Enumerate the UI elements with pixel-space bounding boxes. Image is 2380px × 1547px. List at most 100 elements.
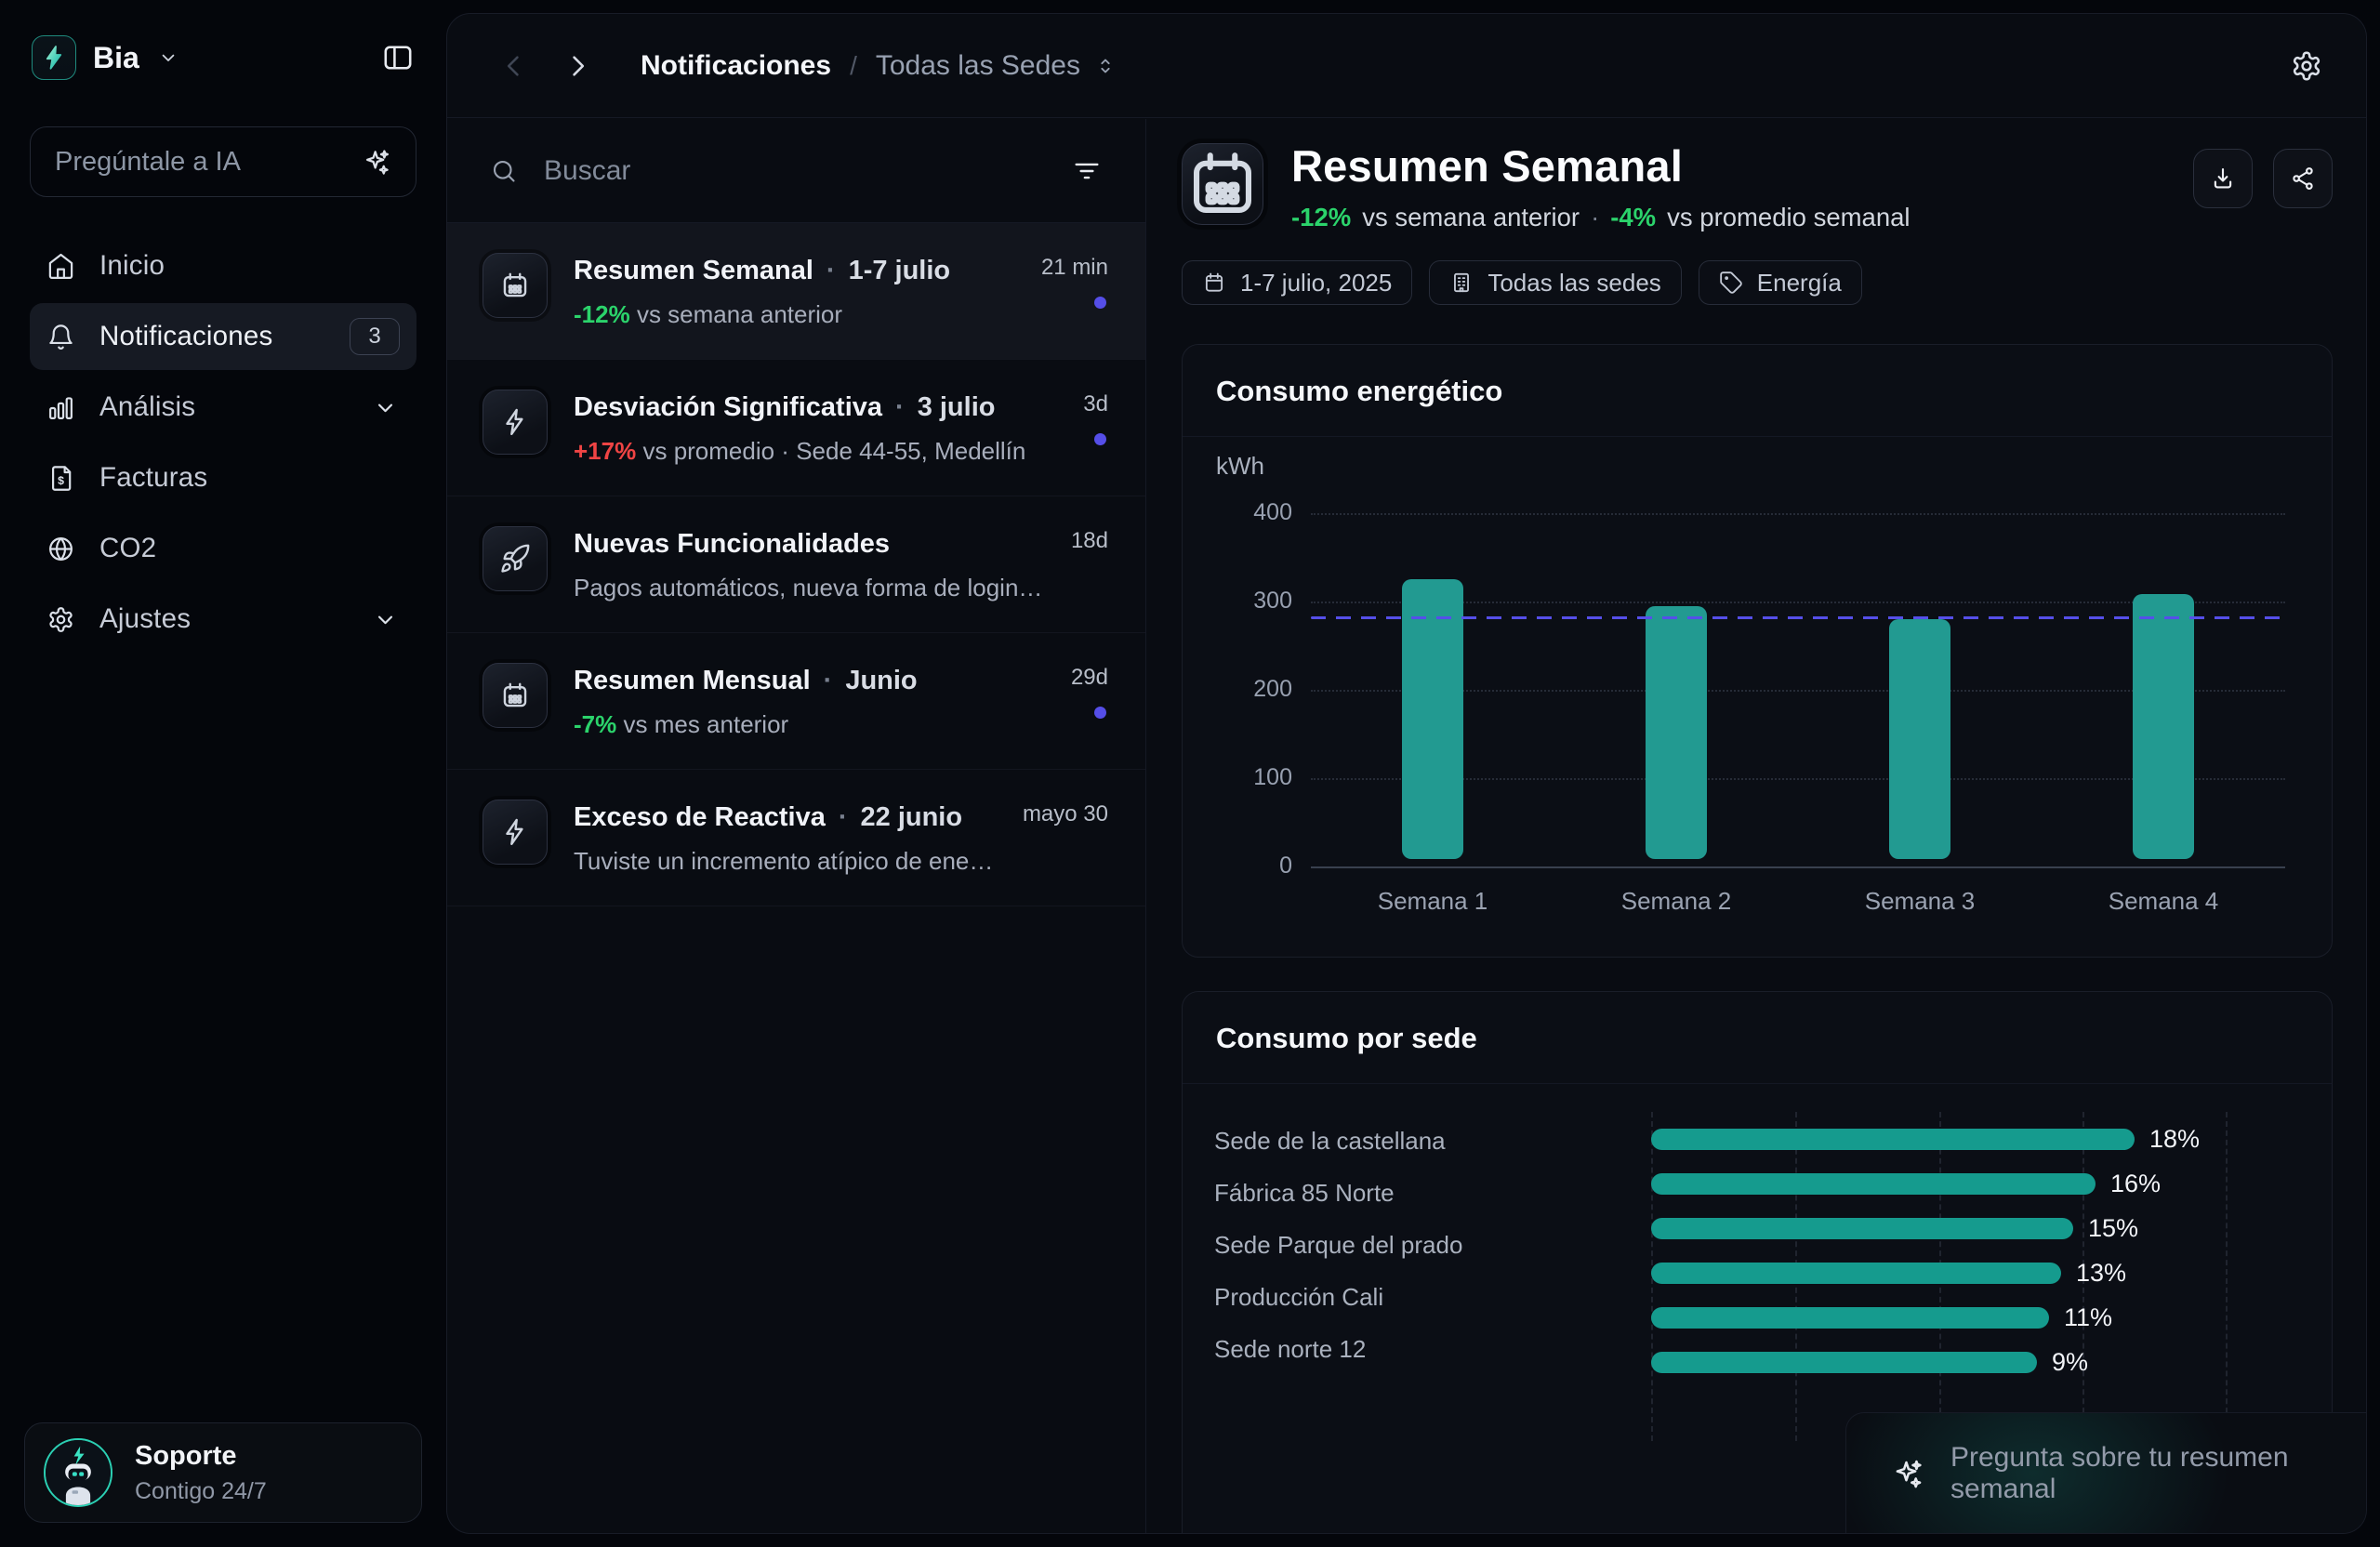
y-tick-label: 400	[1214, 499, 1292, 526]
sidebar-item-label: Ajustes	[99, 603, 191, 635]
search-input[interactable]: Buscar	[447, 119, 1145, 223]
notification-meta: 18d	[1071, 526, 1108, 602]
notification-date: 3 julio	[918, 392, 996, 423]
search-icon	[490, 157, 518, 185]
chip-label: Energía	[1757, 269, 1842, 298]
sidebar-item-co2[interactable]: CO2	[30, 515, 416, 582]
download-button[interactable]	[2193, 149, 2253, 208]
sidebar-item-label: Notificaciones	[99, 321, 272, 352]
site-label: Producción Cali	[1214, 1283, 1383, 1312]
unread-dot	[1094, 707, 1106, 719]
notification-count-badge: 3	[350, 318, 400, 355]
breadcrumb-section[interactable]: Notificaciones	[641, 50, 831, 82]
notification-meta: 21 min	[1041, 253, 1108, 329]
unread-dot	[1094, 297, 1106, 309]
notification-description-text: vs promedio · Sede 44-55, Medellín	[642, 437, 1025, 465]
ask-ai-input[interactable]: Pregúntale a IA	[30, 126, 416, 197]
site-percent-label: 11%	[2064, 1303, 2112, 1332]
calendar-icon	[483, 253, 548, 318]
detail-header: Resumen Semanal -12% vs semana anterior …	[1182, 143, 2333, 232]
breadcrumb-site-selector[interactable]: Todas las Sedes	[876, 50, 1117, 82]
y-tick-label: 200	[1214, 676, 1292, 703]
notification-row[interactable]: Resumen Semanal·1-7 julio-12% vs semana …	[447, 223, 1145, 360]
download-icon	[2209, 165, 2237, 192]
sidebar-item-label: CO2	[99, 533, 156, 564]
notification-date: 1-7 julio	[849, 256, 951, 286]
breadcrumb: Notificaciones / Todas las Sedes	[641, 50, 1117, 82]
chip-date-range[interactable]: 1-7 julio, 2025	[1182, 260, 1412, 305]
sidebar: Bia Pregúntale a IA InicioNotificaciones…	[0, 0, 446, 1547]
notification-date: 22 junio	[861, 802, 963, 833]
site-bar	[1651, 1352, 2037, 1373]
calendar-icon	[1182, 143, 1263, 225]
bar-semana-3	[1889, 619, 1950, 859]
notification-body: Resumen Mensual·Junio-7% vs mes anterior	[574, 663, 1045, 739]
gear-icon	[46, 605, 75, 634]
search-placeholder: Buscar	[544, 155, 1045, 187]
bar-semana-2	[1646, 606, 1707, 859]
site-percent-label: 15%	[2088, 1214, 2138, 1243]
detail-scroll-area: Consumo energético kWh0100200300400Seman…	[1182, 344, 2333, 1533]
chip-label: Todas las sedes	[1488, 269, 1660, 298]
notification-description: +17% vs promedio · Sede 44-55, Medellín	[574, 437, 1057, 466]
notification-delta: +17%	[574, 437, 636, 465]
brand-name: Bia	[93, 41, 139, 75]
filter-icon[interactable]	[1071, 155, 1103, 187]
sidebar-item-label: Análisis	[99, 391, 195, 423]
bolt-icon	[483, 800, 548, 865]
stat-value-2: -4%	[1610, 203, 1656, 232]
x-tick-label: Semana 1	[1354, 887, 1512, 916]
bell-icon	[46, 323, 75, 351]
notification-time: 21 min	[1041, 255, 1108, 281]
notifications-pane: Buscar Resumen Semanal·1-7 julio-12% vs …	[447, 119, 1146, 1533]
history-back-icon[interactable]	[497, 49, 531, 83]
tag-icon	[1719, 271, 1743, 295]
sidebar-item-notificaciones[interactable]: Notificaciones 3	[30, 303, 416, 370]
card-header: Consumo energético	[1183, 345, 2332, 437]
chevron-down-icon[interactable]	[156, 46, 180, 70]
site-percent-label: 16%	[2110, 1170, 2161, 1198]
sidebar-nav: Inicio Notificaciones 3 Análisis $Facturas CO…	[24, 232, 422, 653]
chip-sites[interactable]: Todas las sedes	[1429, 260, 1681, 305]
bar-semana-1	[1402, 579, 1463, 859]
svg-text:$: $	[58, 473, 64, 486]
site-bar	[1651, 1263, 2061, 1284]
settings-gear-icon[interactable]	[2290, 49, 2323, 83]
chip-category[interactable]: Energía	[1699, 260, 1862, 305]
notification-title-line: Desviación Significativa·3 julio	[574, 392, 1057, 423]
notification-list: Resumen Semanal·1-7 julio-12% vs semana …	[447, 223, 1145, 1533]
content-body: Buscar Resumen Semanal·1-7 julio-12% vs …	[447, 119, 2366, 1533]
x-tick-label: Semana 4	[2084, 887, 2242, 916]
notification-title: Exceso de Reactiva	[574, 802, 826, 833]
filter-chips: 1-7 julio, 2025 Todas las sedes Energía	[1182, 260, 2333, 305]
notification-time: 3d	[1083, 391, 1108, 417]
chat-placeholder: Pregunta sobre tu resumen semanal	[1950, 1442, 2321, 1505]
sidebar-item-an-lisis[interactable]: Análisis	[30, 374, 416, 441]
sidebar-item-ajustes[interactable]: Ajustes	[30, 586, 416, 653]
chat-input[interactable]: Pregunta sobre tu resumen semanal	[1845, 1412, 2366, 1533]
stat-label-1: vs semana anterior	[1362, 203, 1580, 232]
page-title: Resumen Semanal	[1291, 143, 1911, 189]
energy-bar-chart: kWh0100200300400Semana 1Semana 2Semana 3…	[1214, 450, 2294, 915]
site-percent-label: 18%	[2149, 1125, 2200, 1154]
sidebar-item-inicio[interactable]: Inicio	[30, 232, 416, 299]
notification-row[interactable]: Desviación Significativa·3 julio +17% vs …	[447, 360, 1145, 496]
sidebar-toggle-icon[interactable]	[381, 41, 415, 74]
unread-dot	[1094, 433, 1106, 445]
support-card[interactable]: Soporte Contigo 24/7	[24, 1422, 422, 1523]
notification-row[interactable]: Exceso de Reactiva·22 junioTuviste un in…	[447, 770, 1145, 906]
notification-description: Tuviste un incremento atípico de energía…	[574, 847, 997, 876]
site-bar	[1651, 1218, 2073, 1239]
notification-description-text: vs mes anterior	[623, 710, 788, 738]
notification-row[interactable]: Nuevas FuncionalidadesPagos automáticos,…	[447, 496, 1145, 633]
stat-value-1: -12%	[1291, 203, 1351, 232]
chevron-down-icon	[371, 605, 400, 634]
app-root: Bia Pregúntale a IA InicioNotificaciones…	[0, 0, 2380, 1547]
site-percent-label: 9%	[2052, 1348, 2088, 1377]
calendar-icon	[483, 663, 548, 728]
sidebar-item-facturas[interactable]: $Facturas	[30, 444, 416, 511]
share-button[interactable]	[2273, 149, 2333, 208]
notification-row[interactable]: Resumen Mensual·Junio-7% vs mes anterior…	[447, 633, 1145, 770]
history-forward-icon[interactable]	[561, 49, 594, 83]
notification-description: -12% vs semana anterior	[574, 300, 1015, 329]
